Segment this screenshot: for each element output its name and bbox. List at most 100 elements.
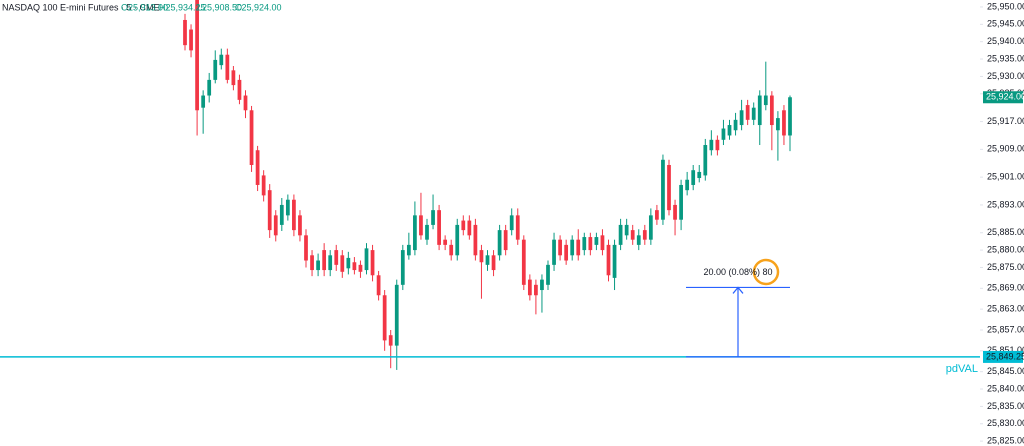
measure-label: 20.00 (0.08%) 80 bbox=[703, 267, 772, 277]
candle-body bbox=[636, 235, 641, 245]
candle-body bbox=[394, 284, 399, 346]
candle-body bbox=[576, 239, 581, 256]
candle-body bbox=[582, 237, 587, 251]
y-tick-label: 25,851.00 bbox=[987, 345, 1024, 355]
candle-body bbox=[261, 175, 266, 196]
candle-body bbox=[648, 215, 653, 240]
candle-body bbox=[534, 284, 538, 296]
candle-body bbox=[564, 244, 569, 261]
candle-body bbox=[201, 95, 206, 108]
candle-body bbox=[697, 171, 702, 179]
candle-body bbox=[267, 190, 272, 231]
candle-body bbox=[558, 239, 562, 256]
candle-body bbox=[745, 105, 750, 120]
candle-body bbox=[503, 230, 508, 251]
candle-body bbox=[594, 237, 599, 245]
candle-body bbox=[225, 54, 230, 80]
candle-body bbox=[527, 279, 532, 296]
candle-body bbox=[751, 107, 756, 120]
candle-body bbox=[231, 70, 236, 86]
y-tick-label: 25,863.00 bbox=[987, 304, 1024, 314]
candle-body bbox=[757, 95, 762, 126]
candle-body bbox=[606, 244, 611, 276]
candle-body bbox=[455, 224, 460, 256]
candle-body bbox=[600, 235, 605, 251]
header-value: C25,924.00 bbox=[235, 2, 282, 12]
candle-body bbox=[461, 220, 466, 231]
candle-body bbox=[552, 239, 556, 265]
candle-body bbox=[279, 204, 284, 225]
candle-body bbox=[691, 170, 696, 185]
candle-body bbox=[285, 199, 290, 216]
candle-body bbox=[655, 210, 659, 220]
candle-body bbox=[515, 215, 520, 240]
header-value: O25,913.00 bbox=[121, 2, 168, 12]
y-tick-label: 25,940.00 bbox=[987, 36, 1024, 46]
header-value: H25,934.25 bbox=[159, 2, 206, 12]
highlight-circle bbox=[752, 258, 780, 286]
candle-body bbox=[358, 264, 363, 272]
symbol-title: NASDAQ 100 E-mini Futures · 5 · CME bbox=[2, 2, 160, 12]
candle-body bbox=[782, 110, 786, 136]
candle-body bbox=[316, 260, 320, 271]
level-label-box bbox=[983, 350, 1023, 363]
candle-body bbox=[769, 95, 774, 126]
candle-body bbox=[497, 230, 502, 256]
candle-body bbox=[661, 159, 665, 220]
candle-body bbox=[237, 79, 242, 100]
y-tick-label: 25,835.00 bbox=[987, 401, 1024, 411]
candle-body bbox=[406, 244, 411, 256]
candle-body bbox=[776, 118, 780, 131]
candle-body bbox=[431, 210, 435, 225]
candle-body bbox=[213, 59, 218, 80]
candle-body bbox=[709, 139, 714, 151]
candle-body bbox=[630, 230, 635, 240]
candle-body bbox=[310, 255, 314, 271]
candle-body bbox=[715, 139, 720, 151]
level-name: pdVAL bbox=[946, 363, 978, 375]
y-tick-label: 25,917.00 bbox=[987, 116, 1024, 126]
candle-body bbox=[449, 244, 454, 256]
candle-body bbox=[679, 184, 683, 220]
candle-body bbox=[673, 204, 677, 220]
candle-body bbox=[667, 164, 671, 211]
y-tick-label: 25,825.00 bbox=[987, 436, 1024, 446]
candle-body bbox=[328, 255, 333, 271]
candle-body bbox=[195, 0, 199, 111]
y-tick-label: 25,875.00 bbox=[987, 262, 1024, 272]
candle-body bbox=[473, 224, 478, 256]
y-tick-label: 25,840.00 bbox=[987, 383, 1024, 393]
candle-body bbox=[721, 128, 726, 140]
candle-body bbox=[352, 262, 357, 271]
candle-body bbox=[364, 248, 369, 271]
y-tick-label: 25,830.00 bbox=[987, 418, 1024, 428]
y-tick-label: 25,935.00 bbox=[987, 53, 1024, 63]
candle-body bbox=[509, 215, 514, 231]
candle-body bbox=[540, 279, 544, 291]
candle-body bbox=[413, 215, 417, 251]
candle-body bbox=[739, 110, 744, 126]
candle-body bbox=[292, 199, 296, 231]
candle-body bbox=[685, 179, 690, 191]
y-tick-label: 25,845.00 bbox=[987, 366, 1024, 376]
candle-body bbox=[733, 119, 738, 131]
y-tick-label: 25,880.00 bbox=[987, 244, 1024, 254]
candle-body bbox=[322, 250, 327, 271]
y-tick-label: 25,893.00 bbox=[987, 199, 1024, 209]
y-tick-label: 25,885.00 bbox=[987, 227, 1024, 237]
candle-body bbox=[425, 224, 429, 240]
candle-body bbox=[642, 230, 647, 240]
candle-body bbox=[703, 145, 708, 176]
candle-body bbox=[546, 264, 550, 285]
candle-body bbox=[382, 295, 387, 341]
candle-body bbox=[437, 210, 441, 245]
candle-body bbox=[443, 239, 448, 245]
candle-body bbox=[479, 250, 484, 263]
y-tick-label: 25,945.00 bbox=[987, 19, 1024, 29]
candle-body bbox=[298, 215, 302, 236]
level-price-label: 25,849.25 bbox=[986, 351, 1024, 361]
candle-body bbox=[467, 220, 472, 236]
candle-body bbox=[334, 250, 339, 265]
y-tick-label: 25,869.00 bbox=[987, 283, 1024, 293]
